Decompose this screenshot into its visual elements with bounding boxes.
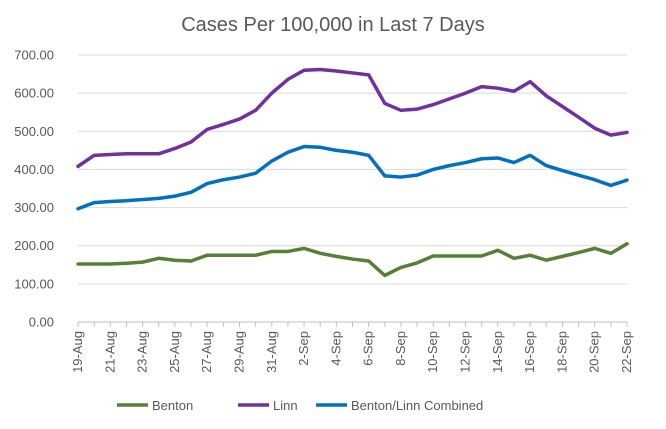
grid-lines <box>78 54 627 323</box>
x-tick-label: 18-Sep <box>554 331 569 373</box>
y-tick-label: 0.00 <box>29 315 54 330</box>
y-tick-label: 100.00 <box>14 276 54 291</box>
y-tick-label: 600.00 <box>14 86 54 101</box>
x-tick-label: 4-Sep <box>328 331 343 366</box>
legend-label-benton-linn-combined: Benton/Linn Combined <box>351 398 483 413</box>
x-tick-label: 19-Aug <box>70 331 85 373</box>
x-tick-label: 25-Aug <box>167 331 182 373</box>
x-axis: 19-Aug 21-Aug 23-Aug 25-Aug 27-Aug 29-Aug 31-A… <box>70 321 634 373</box>
series-line-benton <box>76 242 629 278</box>
x-tick-label: 16-Sep <box>522 331 537 373</box>
legend-label-benton: Benton <box>152 398 193 413</box>
x-tick-label: 22-Sep <box>619 331 634 373</box>
x-tick-label: 31-Aug <box>264 331 279 373</box>
y-tick-label: 300.00 <box>14 200 54 215</box>
x-tick-label: 29-Aug <box>231 331 246 373</box>
x-tick-label: 8-Sep <box>393 331 408 366</box>
x-tick-label: 20-Sep <box>587 331 602 373</box>
x-tick-label: 21-Aug <box>102 331 117 373</box>
legend: Benton Linn Benton/Linn Combined <box>117 398 483 413</box>
x-tick-label: 27-Aug <box>199 331 214 373</box>
x-tick-label: 2-Sep <box>296 331 311 366</box>
series-line-linn <box>76 67 629 169</box>
x-tick-label: 10-Sep <box>425 331 440 373</box>
y-tick-label: 200.00 <box>14 238 54 253</box>
legend-label-linn: Linn <box>273 398 298 413</box>
y-axis: 0.00 100.00 200.00 300.00 400.00 500.00 600.00… <box>14 48 54 330</box>
chart-title: Cases Per 100,000 in Last 7 Days <box>181 14 485 36</box>
y-tick-label: 700.00 <box>14 48 54 63</box>
series-line-benton-linn-combined <box>76 144 629 211</box>
y-tick-label: 400.00 <box>14 162 54 177</box>
x-tick-label: 14-Sep <box>490 331 505 373</box>
series-lines <box>76 67 629 278</box>
x-tick-label: 12-Sep <box>458 331 473 373</box>
x-tick-label: 6-Sep <box>361 331 376 366</box>
y-tick-label: 500.00 <box>14 124 54 139</box>
x-tick-label: 23-Aug <box>135 331 150 373</box>
